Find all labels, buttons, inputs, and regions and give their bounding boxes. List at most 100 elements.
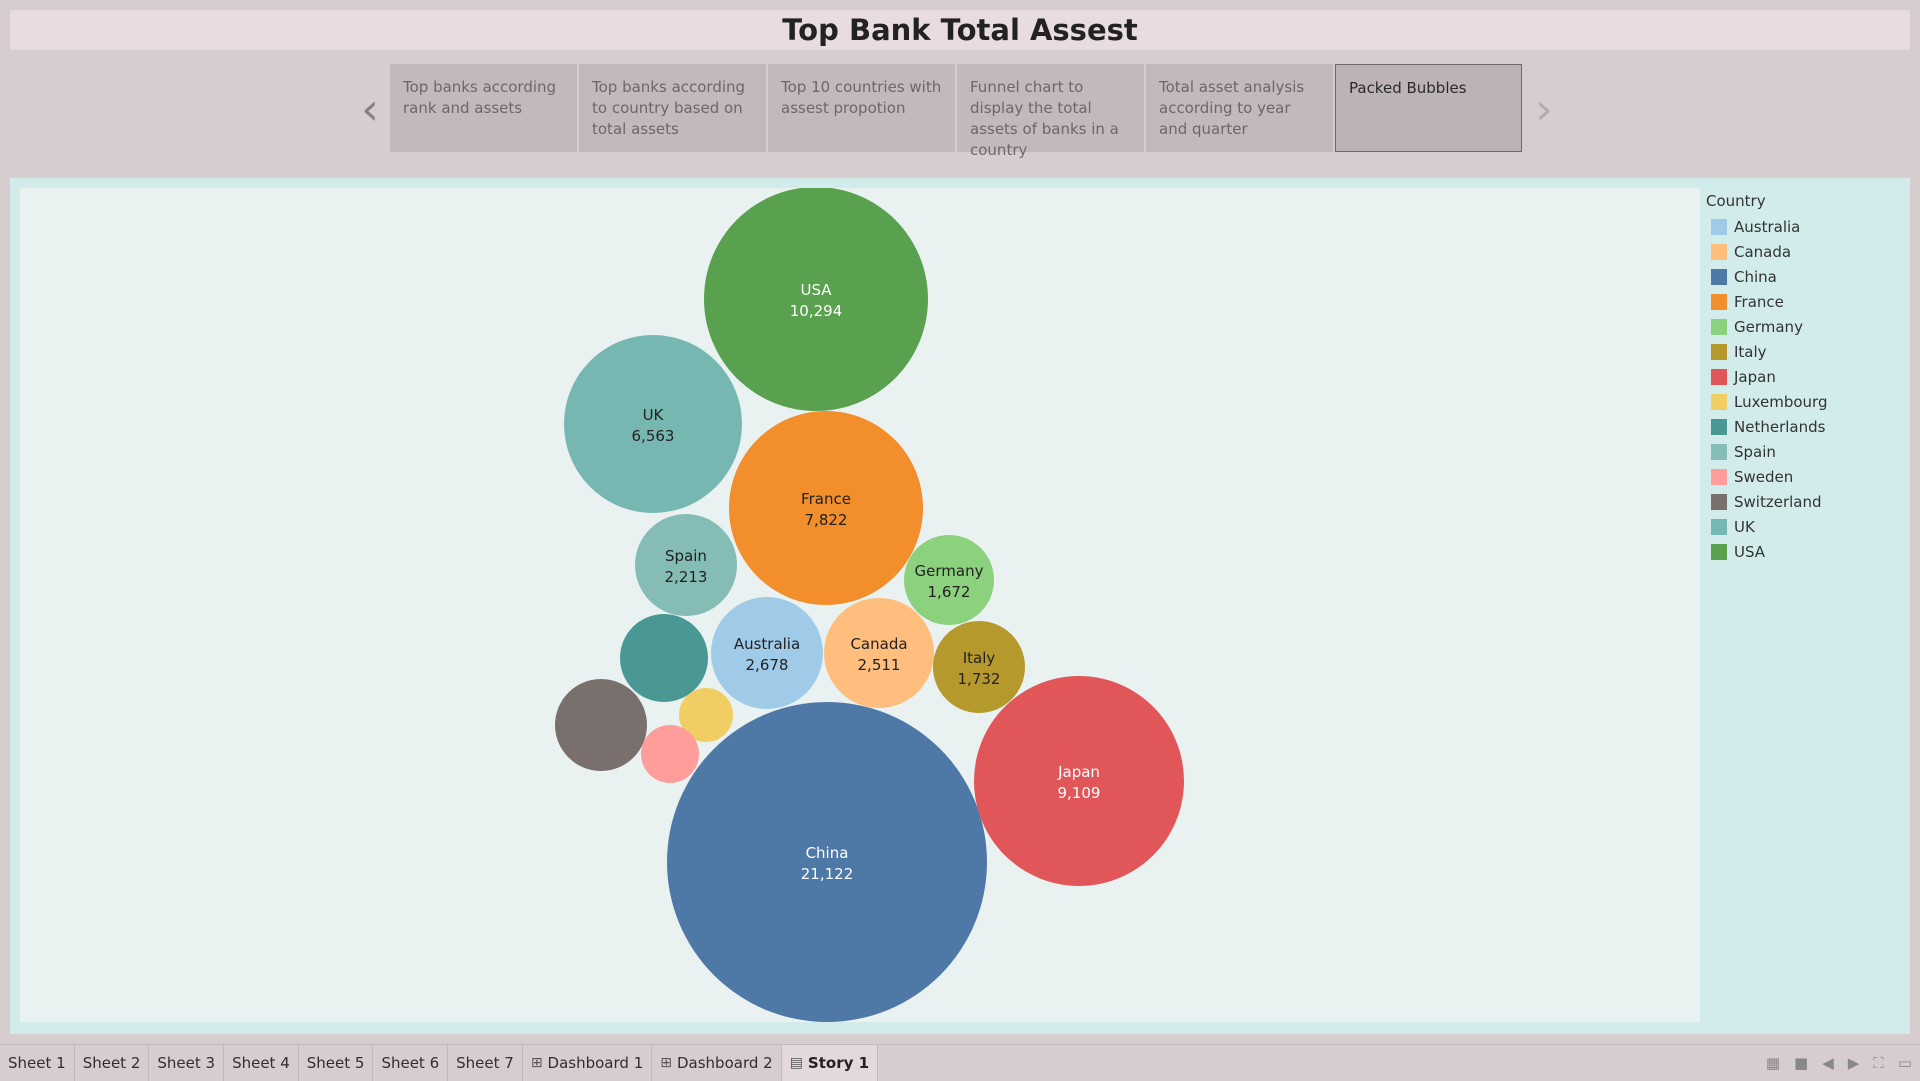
bubble-country-label: France <box>801 490 851 508</box>
chevron-left-icon[interactable]: ‹ <box>361 83 379 135</box>
bubble-value-label: 21,122 <box>801 865 854 883</box>
legend-item[interactable]: Canada <box>1706 239 1906 264</box>
fit-screen-icon[interactable]: ⛶ <box>1873 1054 1884 1072</box>
legend-label: China <box>1734 267 1777 286</box>
sheet-tab-label: Sheet 6 <box>381 1054 440 1072</box>
sheet-tab[interactable]: ⊞ Dashboard 2 <box>652 1045 782 1081</box>
bubble-netherlands[interactable] <box>620 614 708 702</box>
dashboard-icon: ⊞ <box>530 1055 543 1071</box>
bubble-france[interactable] <box>729 411 923 605</box>
legend-swatch <box>1711 443 1727 460</box>
sheet-tab-label: Dashboard 2 <box>676 1054 773 1072</box>
bubble-sweden[interactable] <box>641 725 699 783</box>
show-sheet-sorter-icon[interactable]: ▦ <box>1765 1054 1781 1072</box>
sheet-tab[interactable]: Sheet 7 <box>448 1045 523 1081</box>
legend-item[interactable]: USA <box>1706 539 1906 564</box>
bubble-value-label: 1,732 <box>958 670 1001 688</box>
bubble-country-label: UK <box>643 406 665 424</box>
story-point-6[interactable]: Packed Bubbles <box>1335 64 1522 152</box>
story-point-2[interactable]: Top banks according to country based on … <box>579 64 766 152</box>
legend-swatch <box>1711 468 1727 485</box>
bubble-spain[interactable] <box>635 514 737 616</box>
bubbles-svg: USA 10,294 UK 6,563 France 7,822 Spain 2,213 Ger… <box>555 188 1184 1022</box>
legend-label: France <box>1734 292 1784 311</box>
bubble-country-label: Spain <box>665 547 707 565</box>
legend-item[interactable]: Switzerland <box>1706 489 1906 514</box>
legend-item[interactable]: Italy <box>1706 339 1906 364</box>
sheet-tab-label: Sheet 7 <box>456 1054 514 1072</box>
sheet-tab[interactable]: Sheet 6 <box>373 1045 449 1081</box>
story-navigator: ‹ Top banks according rank and assets To… <box>350 64 1564 159</box>
legend-item[interactable]: Spain <box>1706 439 1906 464</box>
story-point-5[interactable]: Total asset analysis according to year a… <box>1146 64 1333 152</box>
bubble-value-label: 10,294 <box>790 302 843 320</box>
sheet-tab-label: Sheet 5 <box>306 1054 365 1072</box>
bubble-value-label: 9,109 <box>1058 784 1101 802</box>
bubble-country-label: China <box>806 844 849 862</box>
legend-label: Sweden <box>1734 467 1794 486</box>
legend-label: Japan <box>1734 367 1776 386</box>
sheet-tab[interactable]: ▤ Story 1 <box>781 1045 879 1081</box>
legend-label: Switzerland <box>1734 492 1822 511</box>
legend-item[interactable]: China <box>1706 264 1906 289</box>
sheet-tab[interactable]: ⊞ Dashboard 1 <box>523 1045 653 1081</box>
legend-label: USA <box>1734 542 1766 561</box>
story-point-1[interactable]: Top banks according rank and assets <box>390 64 577 152</box>
sheet-tab[interactable]: Sheet 1 <box>0 1045 75 1081</box>
sheet-tab[interactable]: Sheet 5 <box>299 1045 374 1081</box>
bubble-china[interactable] <box>667 702 987 1022</box>
legend-swatch <box>1711 243 1727 260</box>
bubble-value-label: 2,213 <box>665 568 708 586</box>
bubble-switzerland[interactable] <box>555 679 647 771</box>
story-title-bar: Top Bank Total Assest <box>10 10 1910 50</box>
legend-swatch <box>1711 318 1727 335</box>
legend-item[interactable]: UK <box>1706 514 1906 539</box>
story-point-4[interactable]: Funnel chart to display the total assets… <box>957 64 1144 159</box>
show-filmstrip-icon[interactable]: ■ <box>1794 1054 1809 1072</box>
legend-item[interactable]: Sweden <box>1706 464 1906 489</box>
story-title: Top Bank Total Assest <box>782 13 1138 47</box>
legend-title: Country <box>1706 192 1766 210</box>
legend-label: Australia <box>1734 217 1801 236</box>
legend-item[interactable]: Netherlands <box>1706 414 1906 439</box>
next-sheet-icon[interactable]: ▶ <box>1847 1054 1860 1072</box>
legend-item[interactable]: Germany <box>1706 314 1906 339</box>
bubble-canada[interactable] <box>824 598 934 708</box>
country-legend: Country Australia Canada China France German… <box>1706 192 1906 564</box>
sheet-tab[interactable]: Sheet 4 <box>224 1045 299 1081</box>
bubble-japan[interactable] <box>974 676 1184 886</box>
legend-swatch <box>1711 368 1727 385</box>
bubble-australia[interactable] <box>711 597 823 709</box>
legend-item[interactable]: Luxembourg <box>1706 389 1906 414</box>
bubble-value-label: 6,563 <box>632 427 675 445</box>
legend-item[interactable]: France <box>1706 289 1906 314</box>
sheet-tab[interactable]: Sheet 2 <box>75 1045 150 1081</box>
bubble-country-label: Germany <box>915 562 984 580</box>
previous-sheet-icon[interactable]: ◀ <box>1822 1054 1834 1072</box>
sheet-tab-label: Sheet 2 <box>82 1054 141 1072</box>
bubble-country-label: Japan <box>1057 763 1100 781</box>
bubble-country-label: USA <box>800 281 832 299</box>
bubble-usa[interactable] <box>704 188 928 411</box>
legend-item[interactable]: Australia <box>1706 214 1906 239</box>
sheet-tab-label: Sheet 3 <box>157 1054 216 1072</box>
packed-bubbles-chart: USA 10,294 UK 6,563 France 7,822 Spain 2,213 Ger… <box>20 188 1700 1022</box>
sheet-tab[interactable]: Sheet 3 <box>149 1045 225 1081</box>
bubble-germany[interactable] <box>904 535 994 625</box>
legend-item[interactable]: Japan <box>1706 364 1906 389</box>
bubble-value-label: 2,678 <box>746 656 789 674</box>
dashboard-icon: ⊞ <box>660 1055 672 1071</box>
legend-label: Canada <box>1734 242 1792 261</box>
bubble-uk[interactable] <box>564 335 742 513</box>
bubble-italy[interactable] <box>933 621 1025 713</box>
legend-label: Netherlands <box>1734 417 1826 436</box>
sheet-tab-label: Sheet 1 <box>8 1054 66 1072</box>
legend-swatch <box>1711 343 1727 360</box>
bubble-value-label: 7,822 <box>805 511 848 529</box>
story-point-3[interactable]: Top 10 countries with assest propotion <box>768 64 955 152</box>
bubble-luxembourg[interactable] <box>679 688 733 742</box>
chevron-right-icon[interactable]: › <box>1535 83 1553 135</box>
legend-swatch <box>1711 543 1727 560</box>
story-icon: ▤ <box>789 1055 803 1071</box>
presentation-mode-icon[interactable]: ▭ <box>1897 1054 1912 1072</box>
